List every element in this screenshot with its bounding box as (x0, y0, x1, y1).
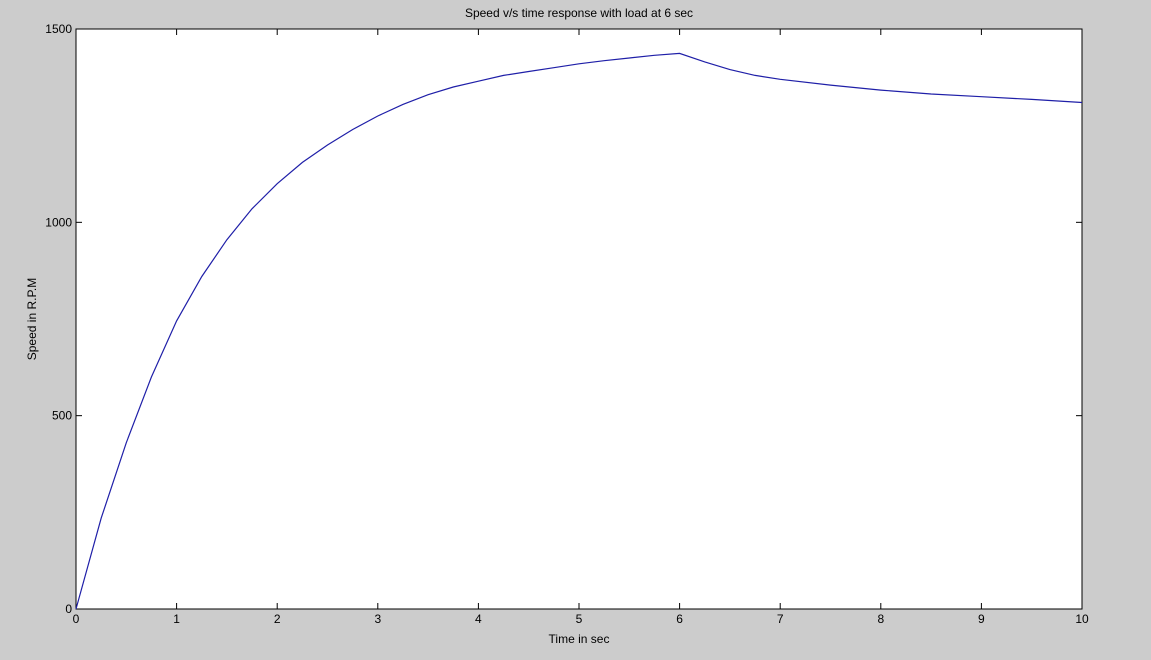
x-tick-label: 8 (877, 612, 884, 626)
y-axis-label: Speed in R.P.M (25, 278, 39, 361)
x-axis-label: Time in sec (549, 632, 610, 646)
y-tick-labels: 0 500 1000 1500 (45, 22, 72, 616)
speed-series-line (75, 52, 1083, 610)
x-tick-label: 10 (1075, 612, 1089, 626)
x-tick-label: 6 (676, 612, 683, 626)
x-tick-label: 1 (173, 612, 180, 626)
x-tick-labels: 0 1 2 3 4 5 6 7 8 9 10 (73, 612, 1089, 626)
x-tick-label: 7 (777, 612, 784, 626)
tick-marks (75, 28, 1083, 610)
y-tick-label: 0 (65, 602, 72, 616)
chart-title: Speed v/s time response with load at 6 s… (465, 6, 693, 20)
y-tick-label: 1000 (45, 215, 72, 229)
y-tick-label: 500 (52, 409, 72, 423)
x-tick-label: 4 (475, 612, 482, 626)
x-tick-label: 9 (978, 612, 985, 626)
y-tick-label: 1500 (45, 22, 72, 36)
x-tick-label: 0 (73, 612, 80, 626)
x-tick-label: 3 (374, 612, 381, 626)
x-tick-label: 2 (274, 612, 281, 626)
plot-area (75, 28, 1083, 610)
x-tick-label: 5 (576, 612, 583, 626)
